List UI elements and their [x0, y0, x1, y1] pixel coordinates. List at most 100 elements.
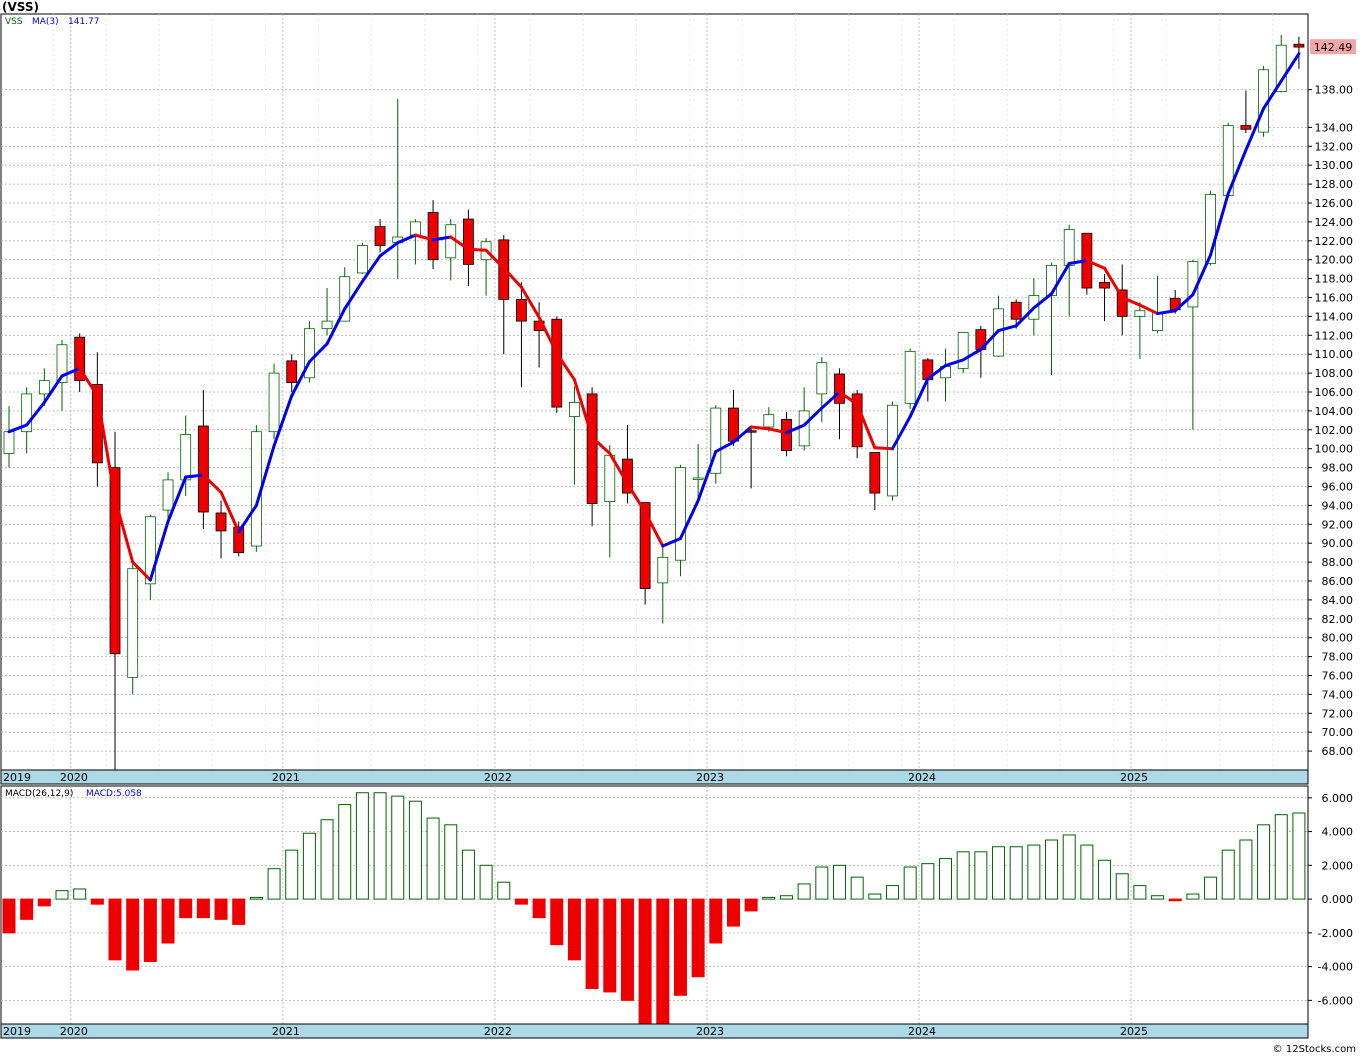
price-tick-label: 70.00: [1322, 726, 1354, 739]
price-tick-label: 120.00: [1315, 254, 1354, 267]
price-tick-label: 118.00: [1315, 273, 1354, 286]
candle-body: [56, 344, 68, 383]
candle-body: [463, 218, 474, 265]
ma-segment: [555, 351, 576, 382]
macd-bar: [974, 851, 988, 900]
ma-segment: [979, 329, 1001, 351]
candle-body: [233, 526, 245, 554]
candle-body: [3, 431, 15, 454]
ma-segment: [25, 400, 46, 427]
candle-body: [321, 320, 333, 330]
macd-bar: [1239, 839, 1253, 900]
macd-bar: [1009, 846, 1023, 900]
candle-body: [692, 477, 704, 480]
candle: [586, 387, 598, 527]
macd-bar: [479, 864, 493, 900]
price-tick-label: 104.00: [1315, 405, 1354, 418]
macd-bar: [620, 898, 634, 1001]
candle-body: [781, 419, 792, 451]
ma-segment: [1191, 253, 1213, 297]
legend-ma-label: MA(3): [32, 17, 59, 27]
ma-segment: [643, 510, 665, 548]
candle: [869, 452, 881, 511]
ma-segment: [1085, 259, 1107, 270]
price-year-label: 2019: [3, 771, 31, 784]
macd-bar: [196, 898, 210, 919]
candle-body: [869, 452, 881, 494]
macd-bar: [939, 858, 953, 900]
macd-bar: [744, 898, 758, 912]
price-tick-label: 86.00: [1322, 575, 1354, 588]
candle: [692, 443, 704, 501]
price-tick-label: 100.00: [1315, 443, 1354, 456]
ma-segment: [625, 482, 647, 514]
price-tick-label: 106.00: [1315, 386, 1354, 399]
price-y-axis: 68.00 70.00 72.00 74.00 76.00 78.00 80.00 82.00…: [1308, 84, 1354, 758]
ma-segment: [661, 536, 682, 548]
candle: [233, 521, 245, 557]
ma-segment: [113, 497, 135, 564]
candle-body: [675, 467, 686, 561]
ma-segment: [749, 425, 771, 431]
ma-segment: [1103, 266, 1124, 299]
macd-bar: [1274, 814, 1288, 900]
ma-segment: [466, 247, 488, 252]
last-price-tag: 142.49: [1310, 39, 1356, 55]
price-tick-label: 102.00: [1315, 424, 1354, 437]
legend-symbol: VSS: [5, 17, 23, 27]
macd-tick-label: 6.000: [1322, 792, 1354, 805]
candle-body: [1134, 310, 1146, 317]
candle-body: [1099, 281, 1110, 289]
candle-body: [834, 373, 845, 404]
ma-segment: [431, 235, 453, 242]
ma-segment: [837, 390, 859, 406]
last-price-tag-text: 142.49: [1314, 41, 1353, 54]
price-tick-label: 122.00: [1315, 235, 1354, 248]
ma-segment: [396, 233, 417, 245]
macd-bar: [797, 883, 811, 900]
candle: [268, 363, 280, 440]
ma-segment: [413, 233, 435, 242]
macd-bar: [20, 898, 34, 920]
candle: [144, 514, 156, 600]
price-panel: 68.00 70.00 72.00 74.00 76.00 78.00 80.00 82.00…: [0, 13, 1356, 785]
last-price-tag-box: [1310, 39, 1356, 55]
macd-x-axis: 2019 2020 2021 2022 2023 2024 2025: [3, 1025, 1148, 1038]
ma-segment: [1138, 303, 1160, 316]
candle: [162, 472, 174, 520]
candle: [303, 321, 315, 383]
macd-panel: 6.000 4.000 2.000 0.000 -2.000 -4.000 -6.000 2…: [0, 785, 1354, 1039]
macd-year-label: 2023: [696, 1025, 724, 1038]
macd-bar: [232, 898, 246, 925]
macd-bar: [373, 792, 387, 900]
price-legend: VSS MA(3) 141.77: [5, 17, 100, 27]
macd-bar: [1204, 876, 1218, 900]
candle-body: [1205, 194, 1216, 264]
ma-segment: [961, 347, 983, 362]
macd-bar: [992, 846, 1006, 900]
candle: [551, 316, 563, 413]
candle-body: [268, 372, 280, 433]
price-grid: [1, 14, 1308, 770]
ma-segment: [784, 423, 806, 435]
macd-bar: [726, 898, 740, 927]
ma-segment: [855, 402, 877, 450]
price-year-label: 2021: [272, 771, 300, 784]
price-candles: [3, 34, 1305, 770]
price-year-label: 2023: [696, 771, 724, 784]
candle: [1081, 232, 1093, 295]
candle-body: [427, 212, 439, 261]
ma-segment: [1156, 309, 1177, 316]
ma-segment: [95, 394, 117, 501]
macd-bar: [126, 898, 140, 971]
ma-segment: [201, 473, 223, 494]
candle: [127, 562, 139, 695]
candle: [516, 282, 527, 388]
macd-bar: [338, 804, 352, 900]
macd-year-band: [0, 1023, 1309, 1039]
price-tick-label: 110.00: [1315, 348, 1354, 361]
macd-bar: [1186, 893, 1200, 900]
candle: [639, 502, 651, 605]
macd-year-label: 2022: [484, 1025, 512, 1038]
price-tick-label: 88.00: [1322, 556, 1354, 569]
